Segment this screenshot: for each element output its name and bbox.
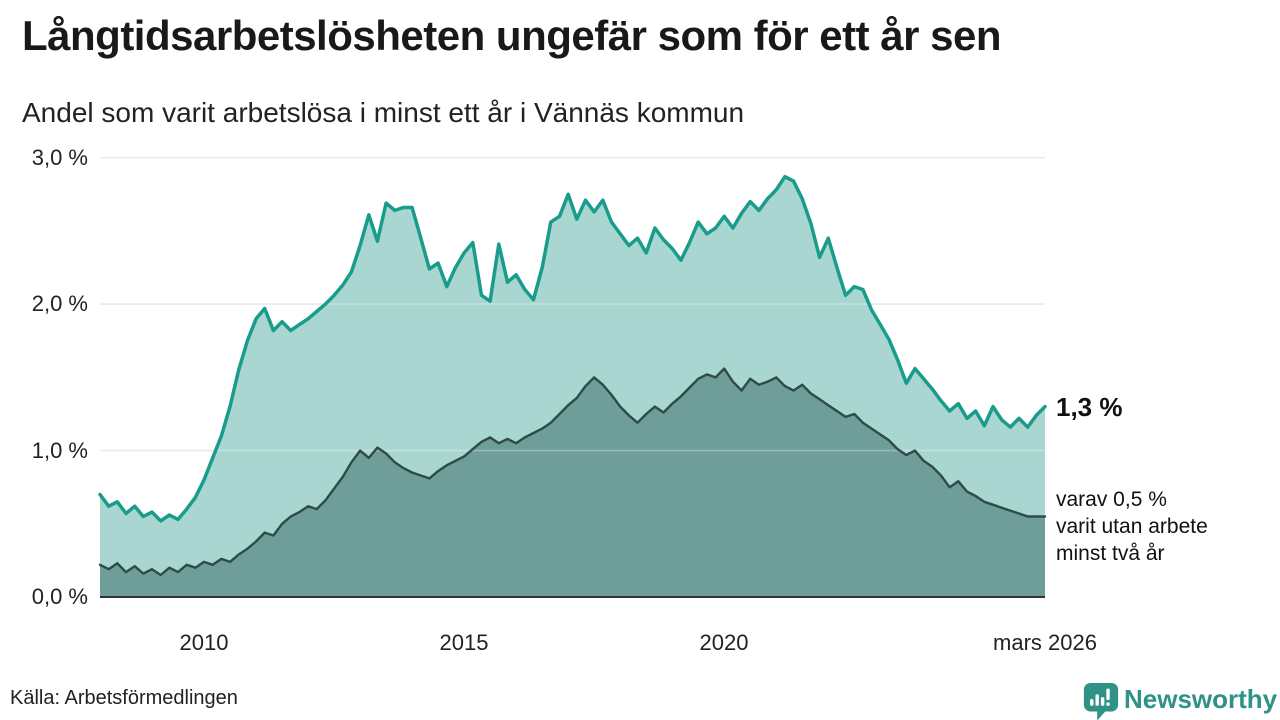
y-tick-label: 0,0 % (31, 584, 88, 609)
secondary-label-line: minst två år (1056, 542, 1165, 565)
secondary-label-line: varit utan arbete (1056, 515, 1208, 538)
page-title: Långtidsarbetslösheten ungefär som för e… (22, 12, 1002, 59)
chart-subtitle: Andel som varit arbetslösa i minst ett å… (22, 97, 745, 128)
area-minst-tva-ar (100, 368, 1045, 597)
line-minst-ett-ar (98, 174, 1047, 523)
newsworthy-logo-icon[interactable] (1082, 681, 1120, 720)
logo-bars (1090, 688, 1110, 706)
y-tick-label: 1,0 % (31, 438, 88, 463)
line-minst-tva-ar (98, 367, 1047, 577)
gridlines-overlay (100, 156, 1045, 452)
y-tick-label: 3,0 % (31, 145, 88, 170)
secondary-value-label: varav 0,5 % varit utan arbete minst två … (1056, 486, 1208, 567)
latest-value-label: 1,3 % (1056, 392, 1123, 422)
x-tick-label: 2015 (439, 630, 489, 655)
x-tick-label: mars 2026 (993, 630, 1097, 655)
newsworthy-logo-text[interactable]: Newsworthy (1124, 684, 1278, 714)
secondary-label-line: varav 0,5 % (1056, 488, 1167, 511)
source-note: Källa: Arbetsförmedlingen (10, 687, 238, 709)
x-tick-label: 2020 (699, 630, 749, 655)
x-tick-label: 2010 (179, 630, 229, 655)
y-tick-label: 2,0 % (31, 291, 88, 316)
